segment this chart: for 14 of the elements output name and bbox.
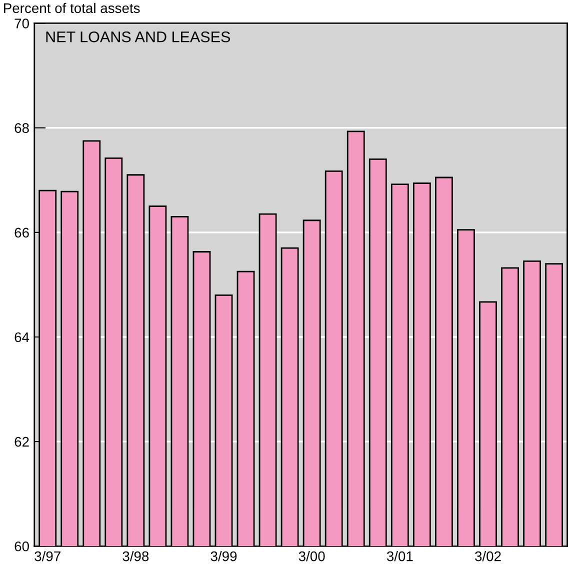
x-tick-label: 3/02 (475, 551, 501, 562)
y-tick-label: 66 (14, 228, 29, 238)
chart-title: NET LOANS AND LEASES (46, 31, 230, 42)
x-tick-label: 3/00 (298, 551, 325, 562)
y-tick-label: 60 (14, 541, 29, 552)
y-axis-title: Percent of total assets (4, 2, 140, 14)
y-tick-label: 70 (14, 18, 29, 28)
x-tick-label: 3/01 (386, 551, 413, 562)
x-tick-label: 3/98 (122, 551, 149, 562)
y-tick-label: 62 (14, 436, 29, 447)
x-tick-label: 3/97 (34, 551, 60, 562)
x-tick-label: 3/99 (210, 551, 237, 562)
y-tick-label: 68 (14, 123, 29, 133)
y-tick-label: 64 (14, 332, 30, 342)
